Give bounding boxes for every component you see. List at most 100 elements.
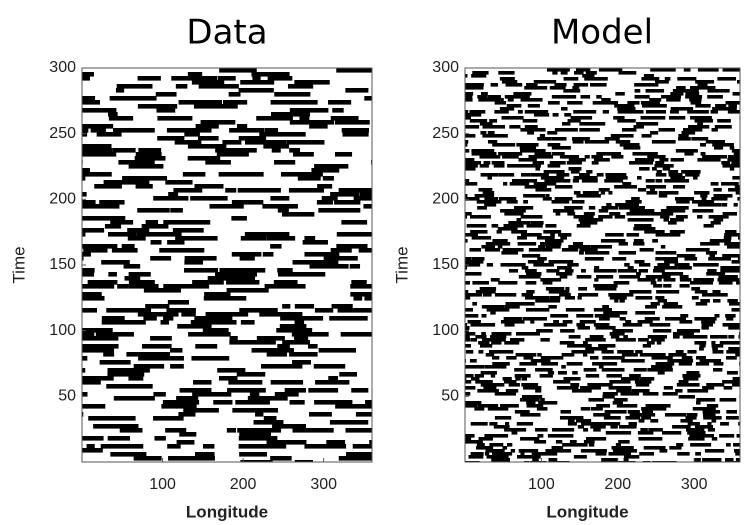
raster-cell	[216, 152, 249, 157]
raster-cell	[530, 173, 549, 177]
raster-cell	[82, 228, 105, 233]
raster-cell	[555, 212, 561, 216]
raster-cell	[672, 332, 694, 336]
raster-cell	[487, 131, 495, 135]
raster-cell	[666, 98, 681, 102]
raster-cell	[336, 244, 368, 249]
raster-cell	[492, 239, 508, 243]
raster-cell	[506, 200, 518, 204]
raster-cell	[465, 113, 482, 117]
raster-cell	[695, 401, 701, 405]
raster-cell	[170, 348, 183, 353]
raster-cell	[447, 365, 463, 369]
raster-cell	[580, 95, 591, 99]
raster-cell	[652, 269, 665, 273]
raster-cell	[709, 254, 716, 258]
raster-cell	[598, 209, 609, 213]
raster-cell	[601, 368, 625, 372]
raster-cell	[589, 335, 604, 339]
raster-cell	[655, 362, 675, 366]
raster-cell	[614, 215, 626, 219]
raster-cell	[629, 374, 641, 378]
raster-cell	[143, 316, 157, 321]
raster-cell	[709, 239, 732, 243]
raster-cell	[470, 323, 496, 327]
raster-cell	[547, 371, 555, 375]
raster-cell	[682, 374, 701, 378]
raster-cell	[637, 176, 642, 180]
raster-cell	[651, 140, 676, 144]
raster-cell	[106, 308, 152, 313]
raster-cell	[514, 374, 531, 378]
raster-cell	[272, 424, 307, 429]
raster-cell	[572, 242, 584, 246]
raster-cell	[289, 400, 305, 405]
raster-cell	[707, 422, 712, 426]
x-tick-label: 200	[230, 476, 257, 493]
heatmap	[82, 68, 372, 462]
raster-cell	[297, 176, 321, 181]
raster-cell	[622, 182, 632, 186]
raster-cell	[465, 110, 469, 114]
raster-cell	[728, 326, 740, 330]
raster-cell	[465, 377, 467, 381]
raster-cell	[602, 422, 621, 426]
raster-cell	[681, 170, 701, 174]
raster-cell	[107, 372, 145, 377]
raster-cell	[633, 227, 656, 231]
raster-cell	[504, 95, 530, 99]
raster-cell	[200, 120, 236, 125]
raster-cell	[731, 308, 740, 312]
raster-cell	[259, 132, 306, 137]
raster-cell	[658, 128, 675, 132]
raster-cell	[548, 305, 557, 309]
raster-cell	[726, 371, 738, 375]
raster-cell	[614, 185, 637, 189]
raster-cell	[712, 299, 721, 303]
raster-cell	[330, 192, 360, 197]
raster-cell	[556, 272, 573, 276]
raster-cell	[95, 332, 134, 337]
raster-cell	[203, 444, 215, 449]
raster-cell	[82, 368, 86, 373]
raster-cell	[547, 131, 558, 135]
raster-cell	[331, 304, 353, 309]
raster-cell	[588, 398, 604, 402]
raster-cell	[609, 332, 625, 336]
raster-cell	[157, 116, 193, 121]
raster-cell	[676, 329, 700, 333]
raster-cell	[620, 377, 640, 381]
raster-cell	[645, 305, 658, 309]
raster-cell	[465, 233, 479, 237]
raster-cell	[465, 257, 472, 261]
raster-cell	[590, 425, 606, 429]
raster-cell	[479, 344, 493, 348]
raster-cell	[515, 353, 537, 357]
raster-cell	[153, 392, 166, 397]
raster-cell	[554, 83, 567, 87]
raster-cell	[633, 125, 644, 129]
raster-cell	[534, 152, 552, 156]
raster-cell	[335, 404, 372, 409]
raster-cell	[521, 377, 527, 381]
raster-cell	[537, 137, 552, 141]
raster-cell	[735, 458, 740, 462]
raster-cell	[722, 164, 740, 168]
raster-cell	[178, 412, 196, 417]
raster-cell	[478, 350, 484, 354]
raster-cell	[82, 448, 103, 453]
raster-cell	[715, 104, 727, 108]
raster-cell	[481, 245, 495, 249]
raster-cell	[602, 110, 609, 114]
raster-cell	[252, 76, 261, 81]
raster-cell	[309, 124, 328, 129]
raster-cell	[517, 242, 537, 246]
raster-cell	[470, 230, 488, 234]
raster-cell	[606, 374, 622, 378]
raster-cell	[491, 341, 502, 345]
raster-cell	[694, 290, 708, 294]
raster-cell	[170, 364, 184, 369]
raster-cell	[521, 266, 529, 270]
raster-cell	[145, 304, 170, 309]
raster-cell	[653, 284, 663, 288]
